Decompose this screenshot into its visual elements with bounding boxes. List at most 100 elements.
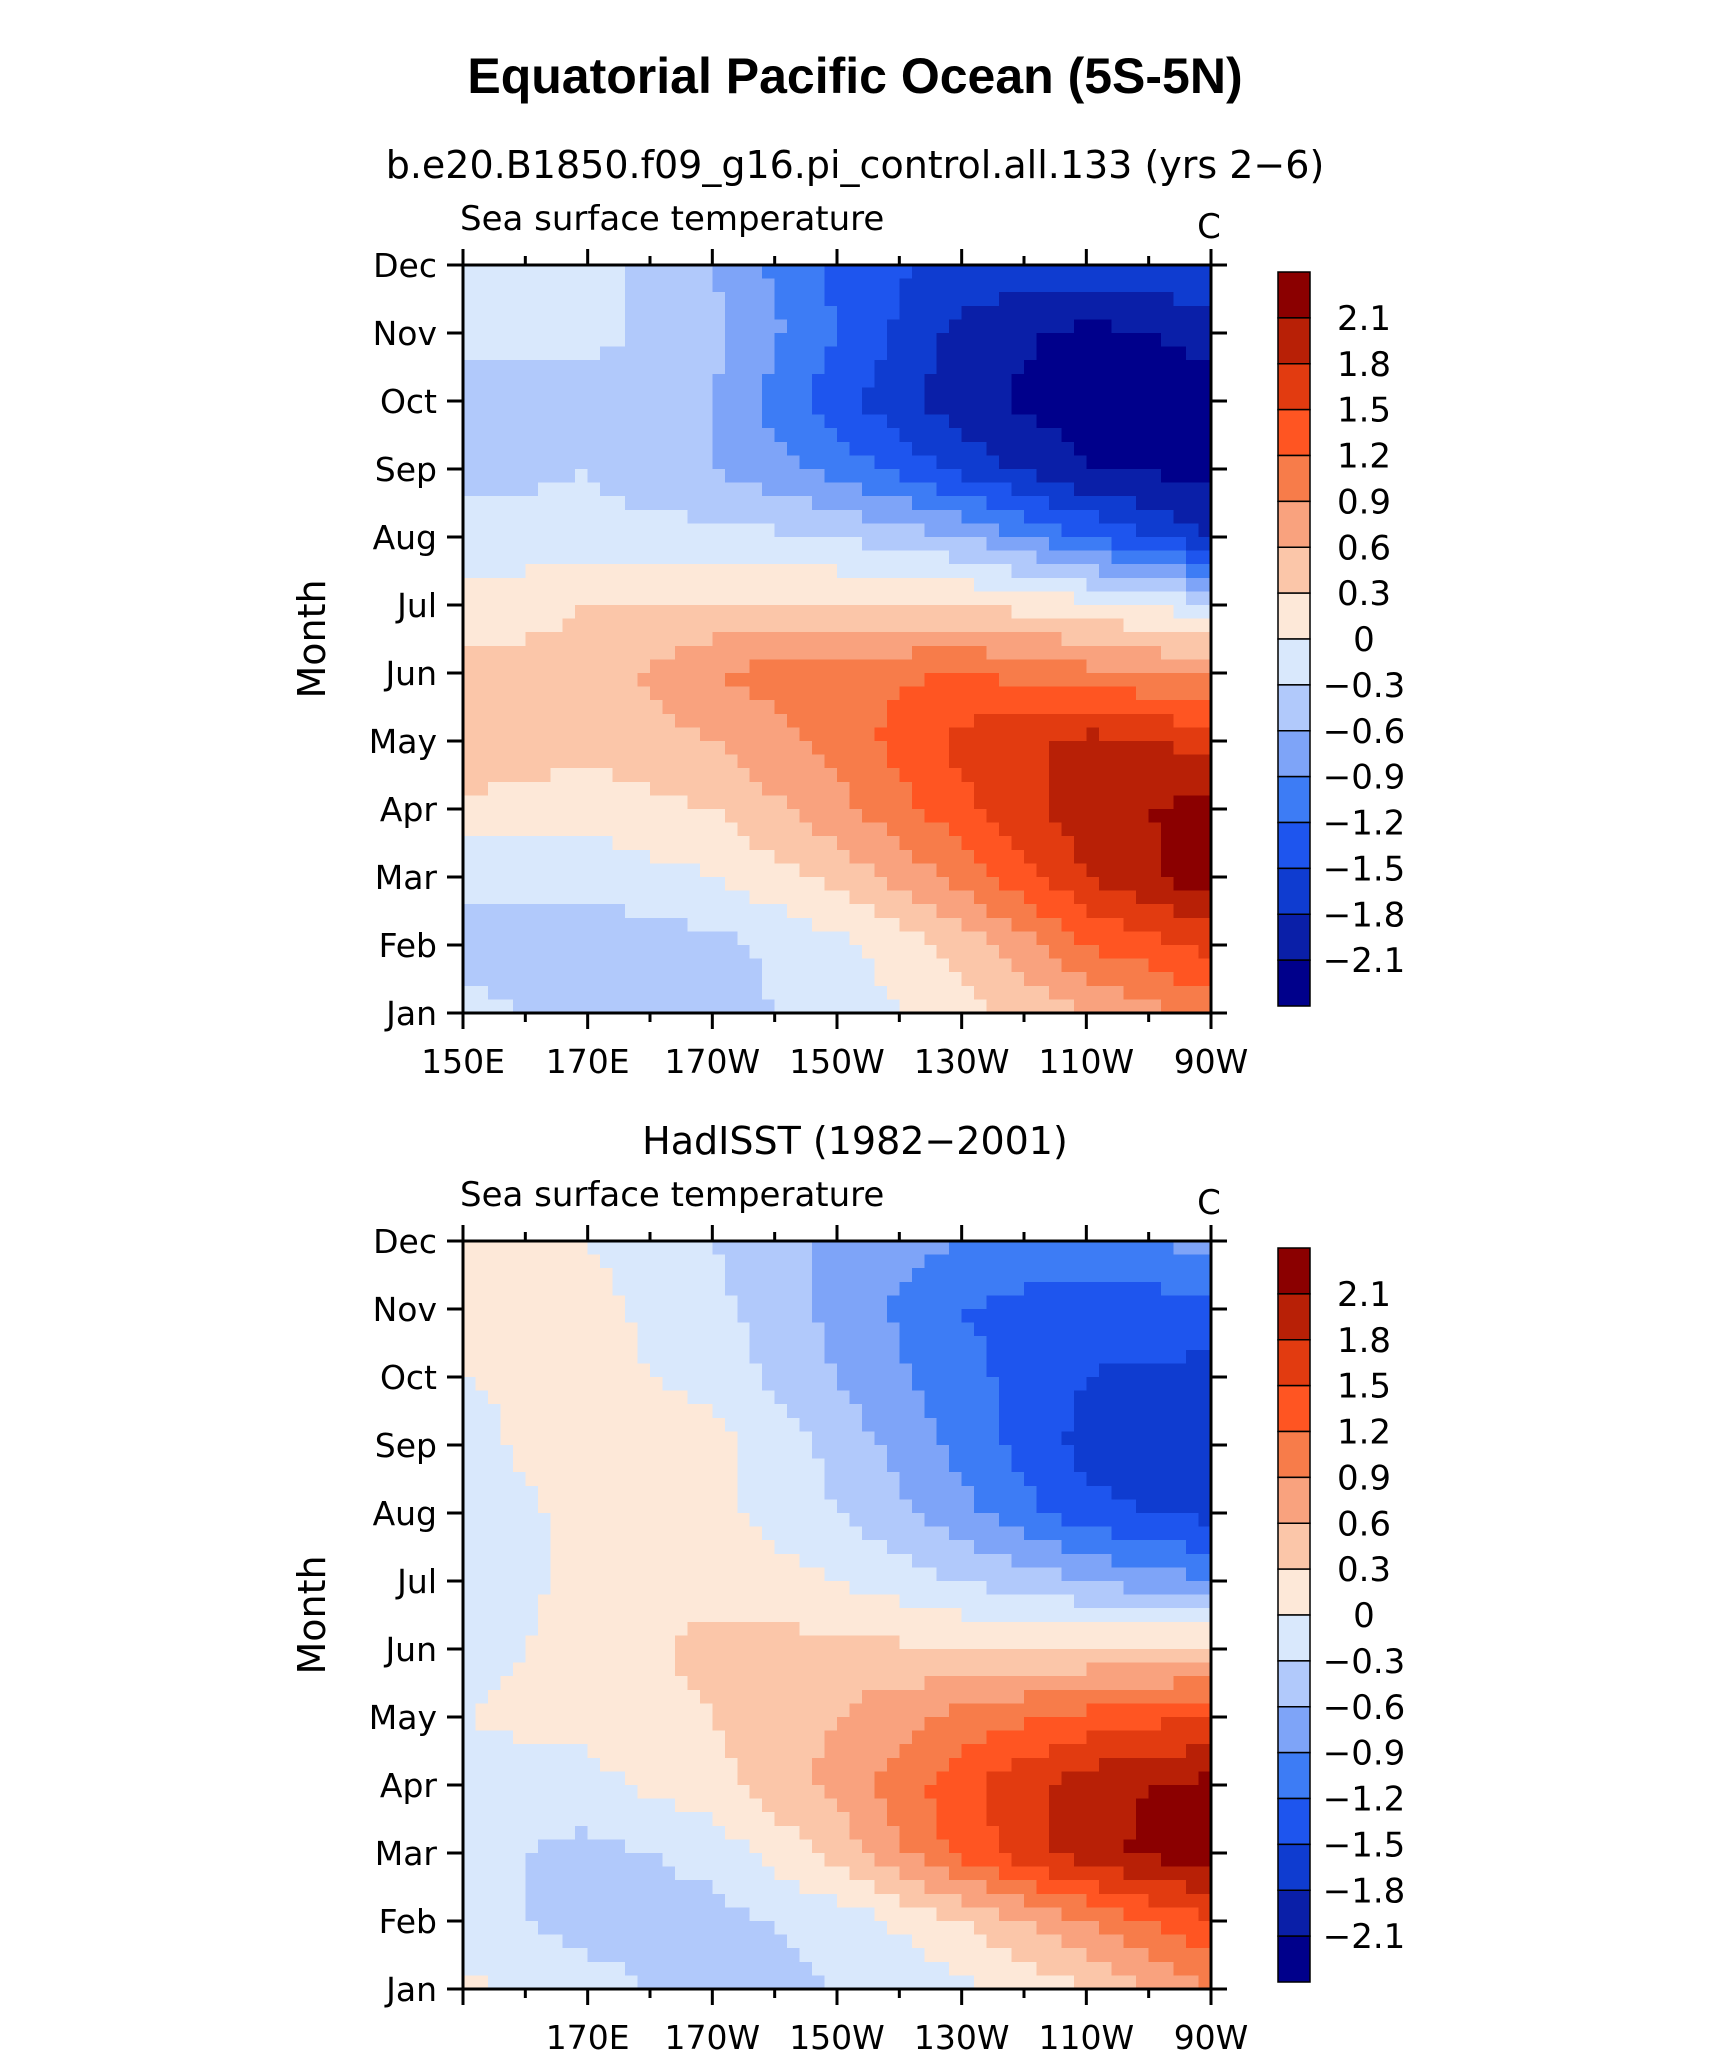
field-cell — [961, 768, 975, 783]
field-cell — [1048, 1417, 1062, 1432]
field-cell — [625, 1377, 639, 1392]
field-cell — [749, 360, 763, 375]
field-cell — [1048, 1445, 1062, 1460]
field-cell — [1148, 605, 1162, 620]
field-cell — [849, 1309, 863, 1324]
field-cell — [824, 686, 838, 701]
field-cell — [1048, 523, 1062, 538]
field-cell — [874, 1458, 888, 1473]
field-cell — [1048, 1254, 1062, 1269]
field-cell — [874, 972, 888, 987]
field-cell — [637, 741, 651, 756]
field-cell — [986, 985, 1000, 1000]
field-cell — [961, 278, 975, 293]
field-cell — [812, 1336, 826, 1351]
field-cell — [799, 713, 813, 728]
field-cell — [924, 1241, 938, 1256]
field-cell — [1086, 577, 1100, 592]
field-cell — [924, 401, 938, 416]
field-cell — [500, 564, 514, 579]
field-cell — [1186, 1404, 1200, 1419]
field-cell — [625, 1268, 639, 1283]
field-cell — [1086, 1431, 1100, 1446]
field-cell — [724, 822, 738, 837]
field-cell — [1061, 849, 1075, 864]
field-cell — [687, 1268, 701, 1283]
field-cell — [774, 618, 788, 633]
field-cell — [1123, 985, 1137, 1000]
field-cell — [500, 877, 514, 892]
field-cell — [999, 1553, 1013, 1568]
field-cell — [812, 904, 826, 919]
field-cell — [625, 1390, 639, 1405]
field-cell — [737, 441, 751, 456]
field-cell — [874, 673, 888, 688]
field-cell — [774, 373, 788, 388]
field-cell — [475, 727, 489, 742]
field-cell — [874, 1404, 888, 1419]
field-cell — [1148, 550, 1162, 565]
field-cell — [774, 931, 788, 946]
field-cell — [874, 917, 888, 932]
field-cell — [712, 945, 726, 960]
field-cell — [463, 441, 477, 456]
field-cell — [999, 931, 1013, 946]
field-cell — [625, 686, 639, 701]
field-cell — [650, 1309, 664, 1324]
field-cell — [1061, 1472, 1075, 1487]
field-cell — [837, 469, 851, 484]
field-cell — [1073, 1241, 1087, 1256]
field-cell — [1161, 1526, 1175, 1541]
field-cell — [1073, 1322, 1087, 1337]
field-cell — [1024, 1540, 1038, 1555]
field-cell — [961, 1431, 975, 1446]
field-cell — [550, 713, 564, 728]
field-cell — [1123, 972, 1137, 987]
field-cell — [1048, 373, 1062, 388]
field-cell — [849, 795, 863, 810]
field-cell — [861, 1322, 875, 1337]
field-cell — [1111, 795, 1125, 810]
field-cell — [812, 985, 826, 1000]
field-cell — [1173, 305, 1187, 320]
field-cell — [1086, 822, 1100, 837]
field-cell — [1198, 292, 1212, 307]
field-cell — [1011, 904, 1025, 919]
field-cell — [525, 496, 539, 511]
field-cell — [774, 265, 788, 280]
field-cell — [650, 428, 664, 443]
field-cell — [861, 632, 875, 647]
field-cell — [1024, 768, 1038, 783]
field-cell — [1148, 700, 1162, 715]
field-cell — [849, 1417, 863, 1432]
field-cell — [1073, 999, 1087, 1014]
field-cell — [1123, 1322, 1137, 1337]
field-cell — [562, 686, 576, 701]
field-cell — [487, 1404, 501, 1419]
field-cell — [999, 781, 1013, 796]
field-cell — [762, 1322, 776, 1337]
field-cell — [749, 917, 763, 932]
field-cell — [812, 686, 826, 701]
field-cell — [899, 686, 913, 701]
field-cell — [687, 863, 701, 878]
field-cell — [1024, 509, 1038, 524]
field-cell — [899, 523, 913, 538]
field-cell — [1198, 441, 1212, 456]
field-cell — [575, 645, 589, 660]
field-cell — [999, 373, 1013, 388]
field-cell — [512, 265, 526, 280]
field-cell — [986, 1540, 1000, 1555]
field-cell — [674, 958, 688, 973]
field-cell — [874, 428, 888, 443]
field-cell — [674, 877, 688, 892]
field-cell — [687, 999, 701, 1014]
field-cell — [986, 822, 1000, 837]
field-cell — [936, 822, 950, 837]
field-cell — [1024, 305, 1038, 320]
field-cell — [587, 1281, 601, 1296]
field-cell — [587, 686, 601, 701]
field-cell — [799, 496, 813, 511]
field-cell — [824, 1581, 838, 1596]
field-cell — [662, 469, 676, 484]
